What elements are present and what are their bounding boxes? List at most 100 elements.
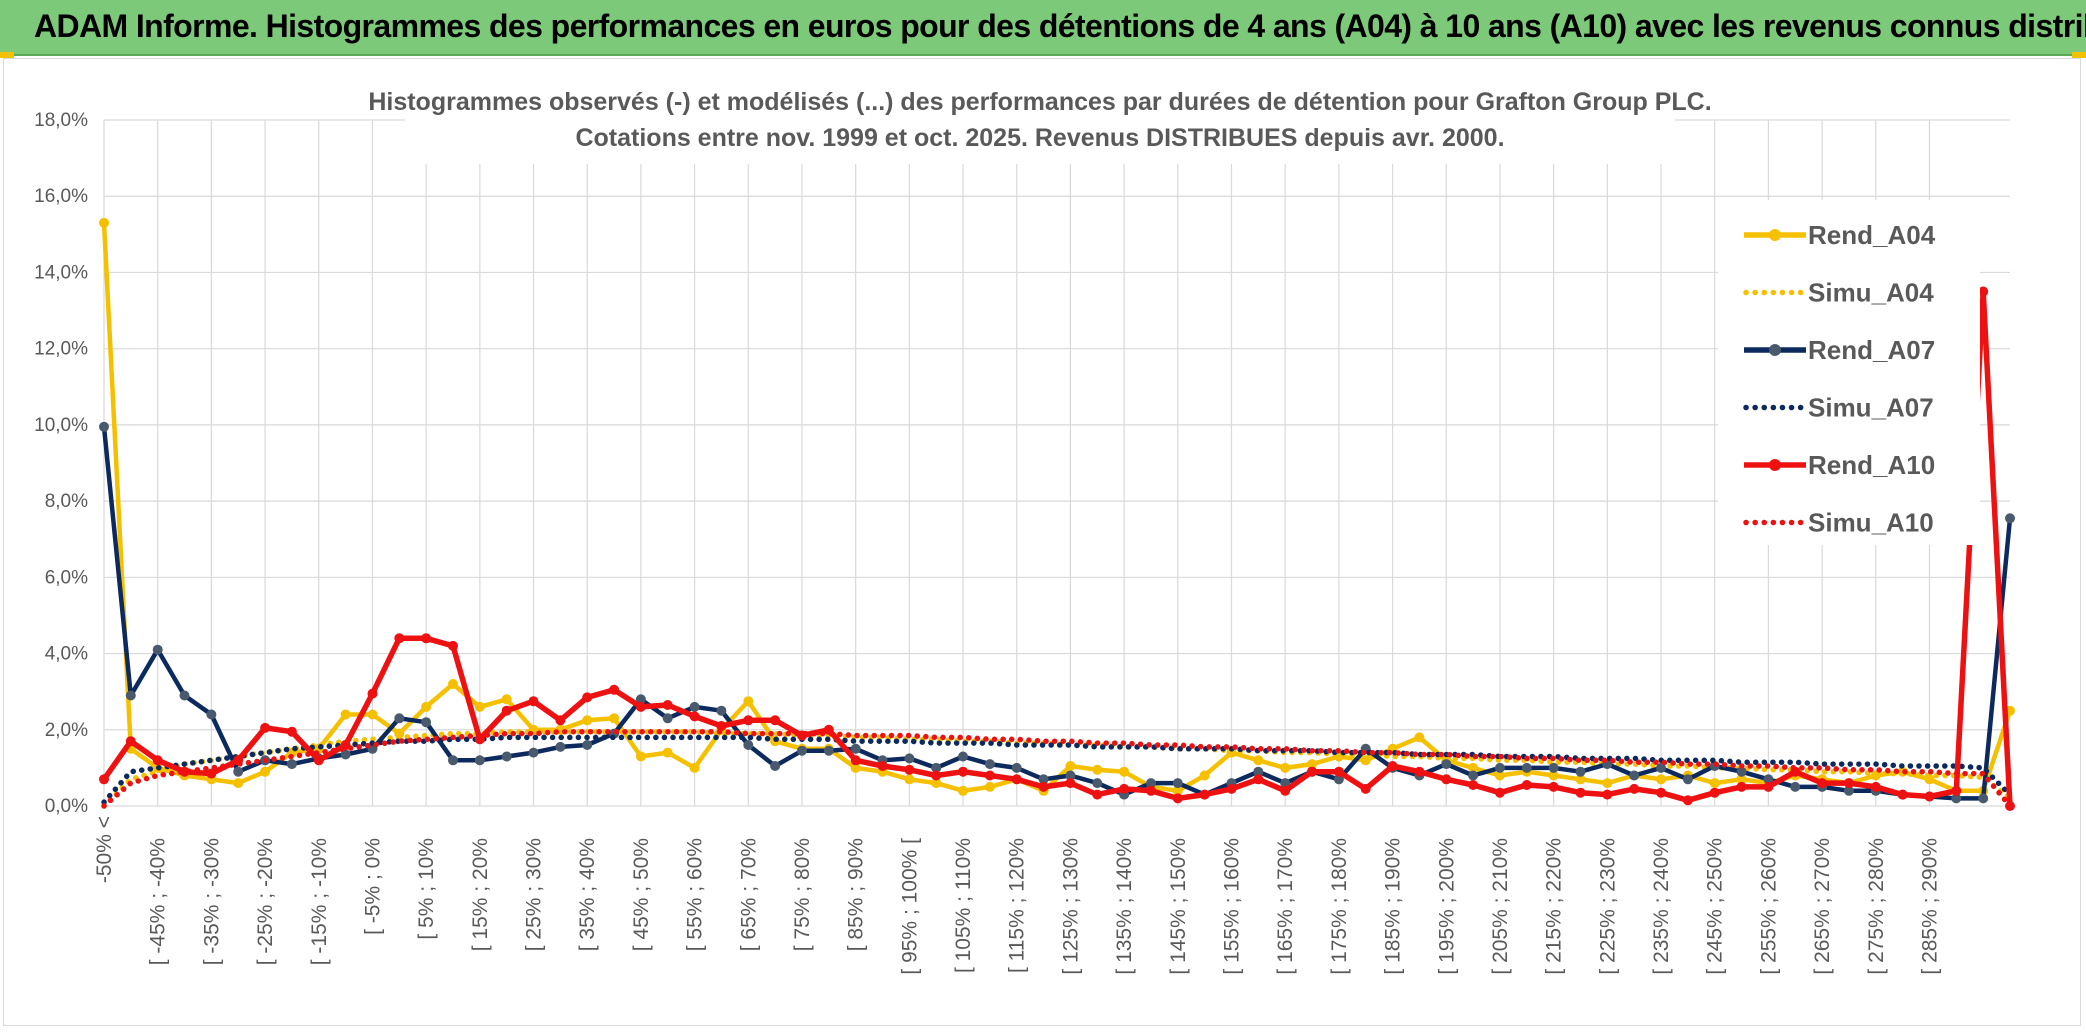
data-point <box>743 715 754 726</box>
data-point <box>1602 778 1613 789</box>
x-tick-label: [ 15% ; 20% <box>469 838 492 951</box>
x-tick-label: [ 35% ; 40% <box>576 838 599 951</box>
y-tick-label: 6,0% <box>45 567 88 588</box>
data-point <box>501 705 512 716</box>
x-tick-label: [ 165% ; 170% <box>1274 838 1297 975</box>
data-point <box>1172 785 1183 796</box>
legend-marker <box>1769 344 1781 356</box>
data-point <box>850 755 861 766</box>
y-tick-label: 8,0% <box>45 491 88 512</box>
x-tick-label: -50% < <box>93 816 116 883</box>
data-point <box>1736 774 1747 785</box>
data-point <box>1656 787 1666 798</box>
y-tick-label: 12,0% <box>34 339 88 360</box>
data-point <box>528 696 539 707</box>
data-point <box>1682 774 1693 785</box>
data-point <box>1709 778 1720 789</box>
data-point <box>99 217 109 228</box>
x-tick-label: [ -15% ; -10% <box>308 838 331 965</box>
legend-item: Simu_A04 <box>1743 278 1934 308</box>
x-tick-label: [ 235% ; 240% <box>1650 838 1673 975</box>
data-point <box>1575 787 1586 798</box>
data-point <box>1146 785 1156 796</box>
data-point <box>904 753 915 764</box>
data-point <box>233 778 244 789</box>
data-point <box>1951 793 1962 804</box>
x-tick-label: [ 5% ; 10% <box>415 838 438 940</box>
data-point <box>635 751 646 762</box>
data-point <box>1468 762 1479 773</box>
legend-item: Simu_A10 <box>1743 508 1934 538</box>
data-point <box>1441 774 1452 785</box>
data-point <box>1763 774 1774 785</box>
data-point <box>931 762 942 773</box>
legend-label: Rend_A04 <box>1808 220 1936 250</box>
data-point <box>1199 770 1210 781</box>
data-point <box>1521 762 1532 773</box>
x-tick-label: [ 275% ; 280% <box>1865 838 1888 975</box>
y-tick-label: 0,0% <box>45 796 88 817</box>
x-axis-labels: -50% < [ -45% ; -40% [ -35% ; -30% [ -25% ;… <box>93 816 1941 975</box>
data-point <box>1280 762 1291 773</box>
chart-title-line: Cotations entre nov. 1999 et oct. 2025. … <box>575 124 1504 152</box>
data-point <box>1011 774 1022 785</box>
data-point <box>1038 781 1049 792</box>
y-tick-label: 10,0% <box>34 415 88 436</box>
data-point <box>1253 755 1264 766</box>
data-point <box>1843 785 1854 796</box>
data-point <box>1709 787 1720 798</box>
data-point <box>1092 789 1103 800</box>
x-tick-label: [ 45% ; 50% <box>630 838 653 951</box>
data-point <box>1307 766 1317 777</box>
data-point <box>716 705 727 716</box>
x-tick-label: [ 185% ; 190% <box>1382 838 1405 975</box>
data-point <box>1843 778 1854 789</box>
data-point <box>1414 732 1425 743</box>
data-point <box>421 701 432 712</box>
data-point <box>233 766 244 777</box>
x-tick-label: [ 255% ; 260% <box>1757 838 1780 975</box>
data-point <box>582 692 593 703</box>
data-point <box>1199 789 1210 800</box>
chart-title: Histogrammes observés (-) et modélisés (… <box>368 78 1712 164</box>
data-point <box>448 755 458 766</box>
data-point <box>286 759 297 770</box>
data-point <box>1978 286 1989 297</box>
data-point <box>394 713 405 724</box>
x-tick-label: [ 95% ; 100% [ <box>898 838 921 975</box>
data-point <box>260 722 271 733</box>
data-point <box>1494 762 1505 773</box>
data-point <box>1629 783 1640 794</box>
series-rend-a10 <box>99 286 2015 811</box>
y-tick-label: 14,0% <box>34 262 88 283</box>
data-point <box>662 747 673 758</box>
chart-title-line: Histogrammes observés (-) et modélisés (… <box>368 88 1711 116</box>
corner-accent-left <box>0 52 14 58</box>
y-tick-label: 16,0% <box>34 186 88 207</box>
data-point <box>770 715 781 726</box>
chart-frame <box>3 58 2081 1026</box>
x-tick-label: [ 225% ; 230% <box>1596 838 1619 975</box>
legend-label: Simu_A04 <box>1808 278 1934 308</box>
data-point <box>1414 766 1425 777</box>
data-point <box>421 717 432 728</box>
data-point <box>1172 778 1183 789</box>
data-point <box>125 736 136 747</box>
data-point <box>931 778 942 789</box>
data-point <box>1521 780 1532 790</box>
data-point <box>797 745 807 756</box>
data-point <box>179 690 190 701</box>
data-point <box>1307 759 1317 770</box>
data-point <box>1870 781 1881 792</box>
x-tick-label: [ 215% ; 220% <box>1543 838 1566 975</box>
data-point <box>2005 801 2015 811</box>
data-point <box>394 633 405 644</box>
data-point <box>1575 774 1586 785</box>
data-point <box>1119 783 1130 794</box>
data-point <box>689 701 700 712</box>
legend-item: Rend_A10 <box>1744 450 1935 480</box>
data-point <box>743 696 754 707</box>
data-point <box>958 766 968 777</box>
data-point <box>958 751 968 762</box>
